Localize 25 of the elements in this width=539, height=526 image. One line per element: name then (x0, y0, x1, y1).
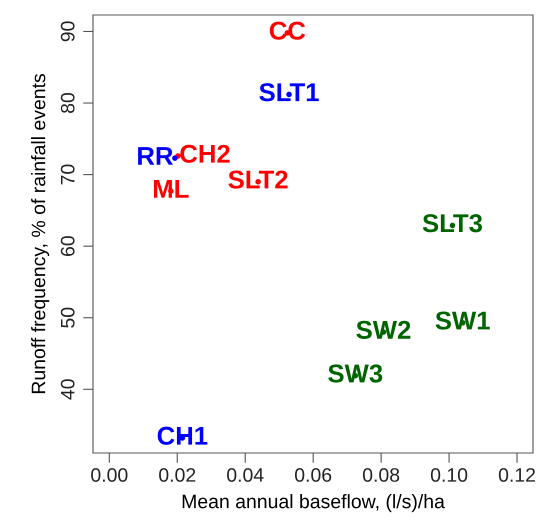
y-tick-label: 80 (60, 92, 75, 113)
data-label: CC (270, 22, 306, 40)
x-tick-label: 0.08 (362, 468, 400, 482)
y-tick-label: 60 (60, 236, 75, 256)
data-label: SW1 (436, 311, 490, 330)
y-axis-title: Runoff frequency, % of rainfall events (31, 74, 50, 394)
y-tick-label: 50 (60, 308, 75, 328)
data-label: CH2 (180, 144, 230, 163)
y-tick-label: 70 (60, 164, 75, 184)
y-tick-label: 90 (60, 21, 75, 42)
data-label: SW2 (356, 320, 410, 339)
data-label: SLT3 (422, 214, 482, 232)
x-tick-label: 0.12 (498, 468, 535, 482)
x-tick-label: 0.00 (91, 468, 128, 482)
data-label: SLT1 (259, 83, 319, 102)
data-label: CH1 (158, 426, 208, 445)
x-tick-label: 0.04 (227, 468, 264, 482)
x-axis-title: Mean annual baseflow, (l/s)/ha (182, 494, 445, 512)
y-tick-label: 40 (60, 379, 75, 400)
x-tick-label: 0.02 (159, 468, 196, 482)
x-tick-label: 0.10 (430, 468, 468, 482)
data-label: RR (138, 147, 173, 165)
data-label: SW3 (328, 364, 382, 383)
data-label: SLT2 (228, 170, 288, 189)
x-tick-label: 0.06 (295, 468, 332, 482)
